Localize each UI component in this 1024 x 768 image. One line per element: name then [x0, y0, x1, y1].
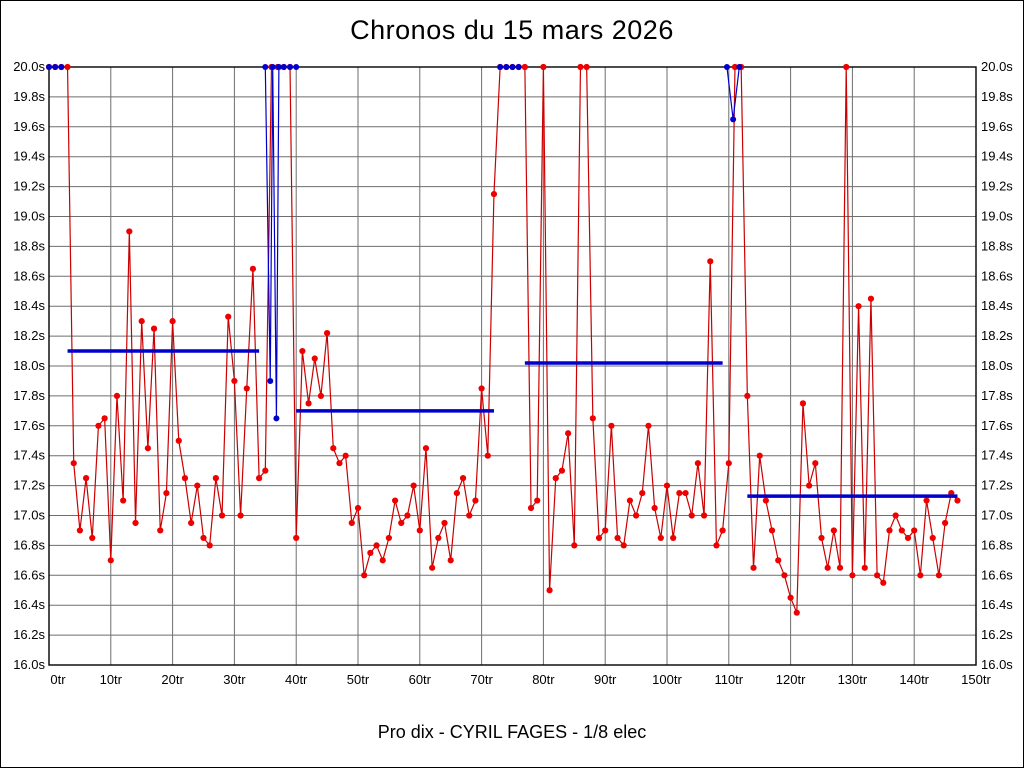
svg-text:19.0s: 19.0s	[13, 209, 45, 224]
svg-text:20tr: 20tr	[161, 672, 184, 687]
svg-text:130tr: 130tr	[838, 672, 868, 687]
svg-text:19.2s: 19.2s	[13, 179, 45, 194]
average-segments	[67, 349, 958, 498]
svg-text:10tr: 10tr	[100, 672, 123, 687]
axis-labels: 16.0s 16.0s 16.2s 16.2s 16.4s 16.4s 16.6s 16.6s…	[13, 59, 1013, 687]
svg-text:110tr: 110tr	[714, 672, 743, 687]
svg-text:16.4s: 16.4s	[981, 597, 1013, 612]
svg-text:16.4s: 16.4s	[13, 597, 45, 612]
svg-text:17.2s: 17.2s	[981, 478, 1013, 493]
marker-series	[46, 64, 743, 422]
svg-text:16.0s: 16.0s	[13, 657, 45, 672]
svg-text:100tr: 100tr	[652, 672, 682, 687]
svg-text:18.0s: 18.0s	[981, 358, 1013, 373]
svg-text:140tr: 140tr	[899, 672, 929, 687]
chart-title: Chronos du 15 mars 2026	[350, 15, 674, 45]
svg-text:16.6s: 16.6s	[13, 567, 45, 582]
svg-text:16.0s: 16.0s	[981, 657, 1013, 672]
svg-text:16.2s: 16.2s	[981, 627, 1013, 642]
svg-text:19.0s: 19.0s	[981, 209, 1013, 224]
svg-text:90tr: 90tr	[594, 672, 617, 687]
svg-text:17.4s: 17.4s	[981, 448, 1013, 463]
svg-text:0tr: 0tr	[50, 672, 66, 687]
svg-text:18.6s: 18.6s	[13, 268, 45, 283]
lap-series	[45, 63, 961, 616]
svg-text:30tr: 30tr	[223, 672, 246, 687]
svg-text:19.4s: 19.4s	[13, 149, 45, 164]
svg-text:19.8s: 19.8s	[981, 89, 1013, 104]
svg-text:17.8s: 17.8s	[981, 388, 1013, 403]
svg-text:19.6s: 19.6s	[981, 119, 1013, 134]
svg-text:17.6s: 17.6s	[981, 418, 1013, 433]
svg-text:20.0s: 20.0s	[13, 59, 45, 74]
svg-text:17.2s: 17.2s	[13, 478, 45, 493]
svg-text:18.4s: 18.4s	[13, 298, 45, 313]
svg-text:40tr: 40tr	[285, 672, 308, 687]
svg-text:16.8s: 16.8s	[981, 537, 1013, 552]
svg-text:19.6s: 19.6s	[13, 119, 45, 134]
svg-text:16.2s: 16.2s	[13, 627, 45, 642]
svg-text:80tr: 80tr	[532, 672, 555, 687]
svg-text:18.2s: 18.2s	[13, 328, 45, 343]
svg-text:17.4s: 17.4s	[13, 448, 45, 463]
svg-text:50tr: 50tr	[347, 672, 370, 687]
svg-text:18.0s: 18.0s	[13, 358, 45, 373]
svg-text:20.0s: 20.0s	[981, 59, 1013, 74]
svg-text:18.8s: 18.8s	[13, 238, 45, 253]
svg-text:17.0s: 17.0s	[13, 508, 45, 523]
svg-text:19.2s: 19.2s	[981, 179, 1013, 194]
svg-text:17.8s: 17.8s	[13, 388, 45, 403]
svg-text:60tr: 60tr	[409, 672, 432, 687]
chart-footer: Pro dix - CYRIL FAGES - 1/8 elec	[377, 722, 647, 742]
svg-text:17.0s: 17.0s	[981, 508, 1013, 523]
svg-text:16.8s: 16.8s	[13, 537, 45, 552]
svg-text:17.6s: 17.6s	[13, 418, 45, 433]
svg-text:150tr: 150tr	[961, 672, 991, 687]
svg-text:70tr: 70tr	[470, 672, 493, 687]
svg-text:18.6s: 18.6s	[981, 268, 1013, 283]
svg-text:19.8s: 19.8s	[13, 89, 45, 104]
grid-layer	[48, 66, 977, 666]
svg-text:19.4s: 19.4s	[981, 149, 1013, 164]
svg-text:18.2s: 18.2s	[981, 328, 1013, 343]
svg-text:18.4s: 18.4s	[981, 298, 1013, 313]
svg-text:16.6s: 16.6s	[981, 567, 1013, 582]
svg-text:120tr: 120tr	[776, 672, 806, 687]
svg-text:18.8s: 18.8s	[981, 238, 1013, 253]
